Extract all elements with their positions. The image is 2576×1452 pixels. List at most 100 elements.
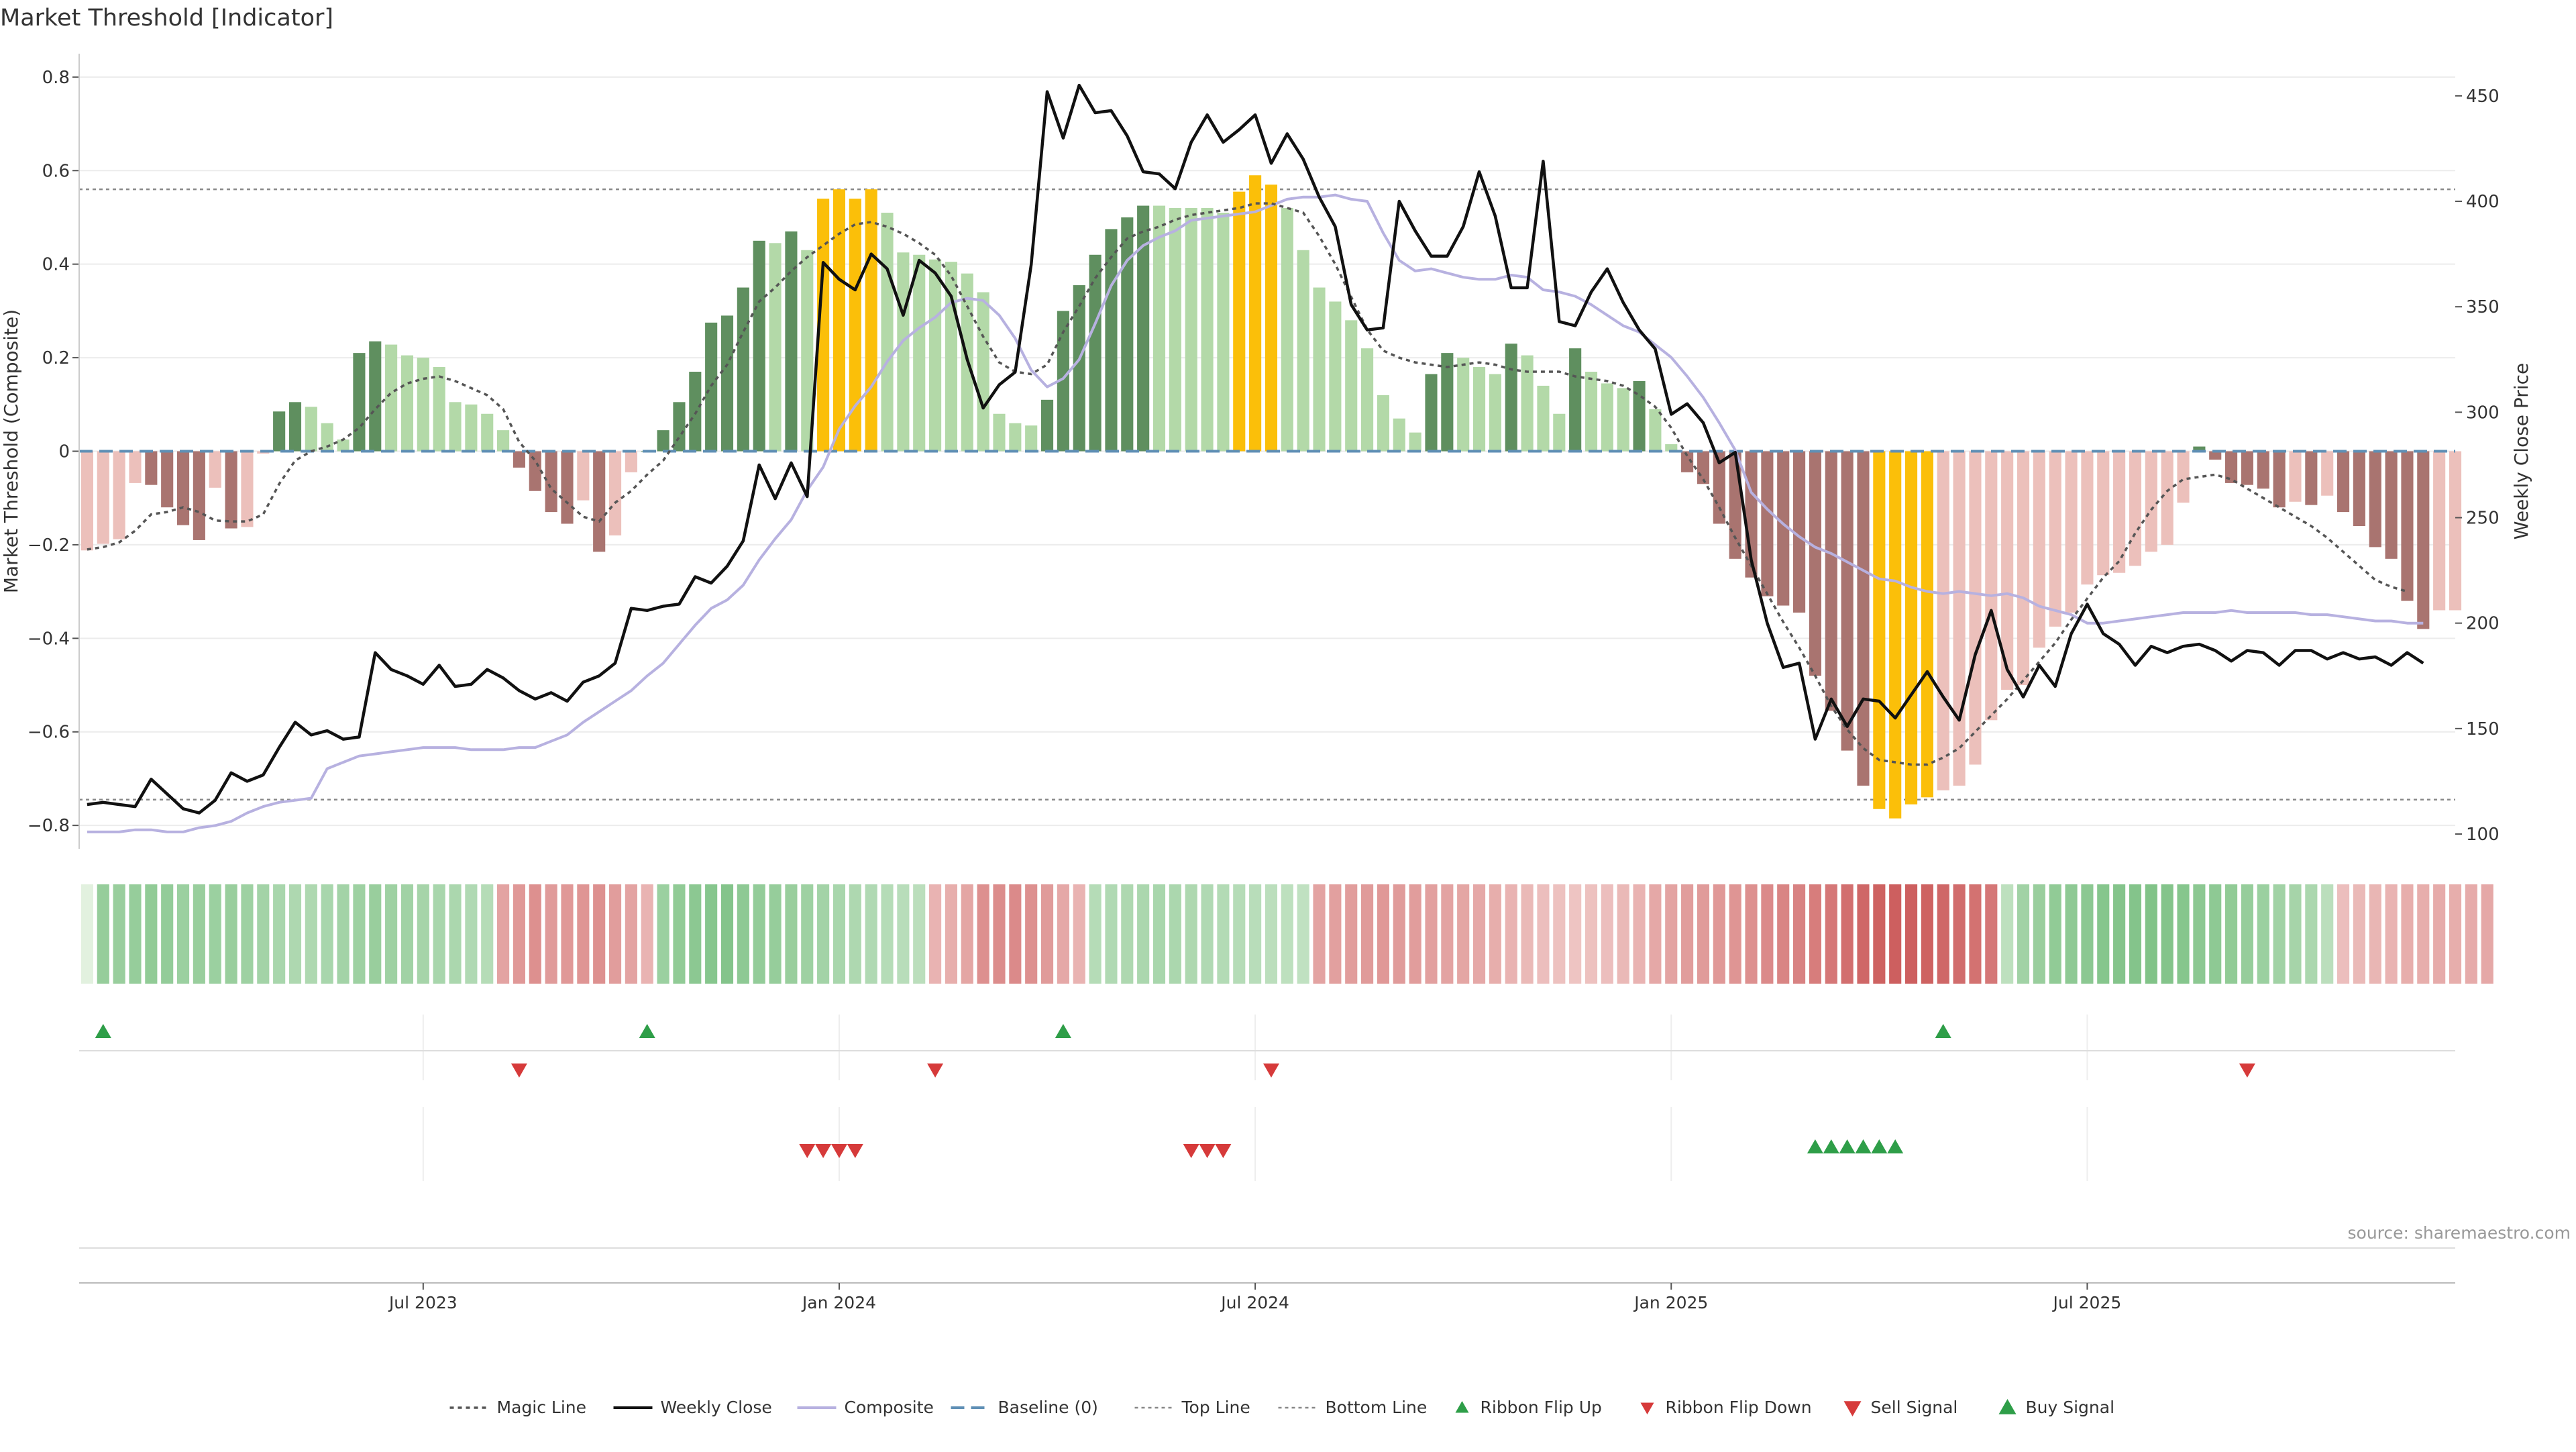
composite-line [87,193,2424,833]
composite-bar [385,344,398,452]
ribbon-cell [1617,884,1629,984]
ribbon-cell [673,884,686,984]
composite-bars [80,175,2462,819]
composite-bar [673,402,686,452]
legend-item-bottom: Bottom Line [1278,1398,1427,1417]
ribbon-cell [2321,884,2334,984]
composite-bar [1297,250,1309,452]
ribbon-cell [1057,884,1069,984]
ribbon-cell [561,884,574,984]
composite-bar [1265,185,1278,452]
composite-bar [769,243,782,452]
y-right-tick-label: 150 [2466,719,2500,739]
ribbon-cell [2289,884,2302,984]
composite-bar [545,451,557,513]
legend-label: Top Line [1181,1398,1250,1417]
composite-bar [1137,205,1150,452]
composite-bar [97,451,109,544]
ribbon-cell [2161,884,2174,984]
legend-item-magic: Magic Line [449,1398,586,1417]
x-tick-label: Jul 2024 [1220,1293,1289,1312]
sell-signal-marker [1199,1144,1216,1158]
x-tick-label: Jan 2025 [1633,1293,1708,1312]
composite-bar [593,451,606,552]
ribbon-cell [1825,884,1837,984]
ribbon-cell [241,884,254,984]
ribbon-cell [1601,884,1613,984]
composite-bar [2417,451,2430,629]
composite-bar [2129,451,2142,566]
ribbon-cell [1121,884,1134,984]
ribbon-cell [1953,884,1966,984]
legend-label: Buy Signal [2026,1398,2115,1417]
ribbon-cell [161,884,174,984]
buy-signal-marker [1887,1139,1904,1153]
ribbon-cell [1393,884,1405,984]
composite-bar [1152,205,1166,452]
composite-bar [1313,287,1326,452]
ribbon-cell [1937,884,1949,984]
composite-bar [1665,444,1678,452]
ribbon-cell [929,884,942,984]
composite-bar [1953,451,1966,786]
y-right-axis-label: Weekly Close Price [2510,363,2532,539]
legend-item-composite: Composite [797,1398,934,1417]
x-tick-label: Jul 2025 [2052,1293,2122,1312]
ribbon-cell [1633,884,1646,984]
y-right-tick-label: 200 [2466,614,2500,634]
ribbon-flip-up-marker [1055,1024,1071,1038]
composite-bar [241,451,254,527]
ribbon-cell [1985,884,1998,984]
ribbon-cell [1809,884,1821,984]
composite-bar [1537,385,1550,452]
composite-bar [993,413,1006,452]
composite-bar [608,451,622,535]
ribbon-cell [1761,884,1774,984]
composite-bar [1409,432,1421,452]
ribbon-cell [689,884,702,984]
legend-label: Baseline (0) [998,1398,1098,1417]
y-left-tick-label: −0.8 [28,816,70,836]
ribbon-cell [705,884,718,984]
composite-bar [2081,451,2094,585]
sell-signal-marker [847,1144,863,1158]
ribbon-cell [2129,884,2142,984]
composite-bar [1649,409,1662,452]
ribbon-cell [2417,884,2430,984]
ribbon-cell [1793,884,1806,984]
ribbon-cell [1345,884,1358,984]
ribbon-cell [2369,884,2381,984]
y-left-tick-label: −0.4 [28,629,70,649]
y-left-tick-label: 0 [58,442,70,462]
ribbon-cell [657,884,669,984]
y-left-axis-label: Market Threshold (Composite) [0,309,22,593]
ribbon-cell [833,884,846,984]
legend-item-sell: Sell Signal [1843,1398,1957,1417]
ribbon-cell [2257,884,2269,984]
composite-bar [2449,451,2462,611]
ribbon-cell [961,884,973,984]
ribbon-cell [2481,884,2493,984]
composite-bar [657,430,669,452]
ribbon-cell [1009,884,1022,984]
ribbon-cell [1265,884,1278,984]
ribbon-cell [305,884,317,984]
ribbon-cell [385,884,398,984]
composite-bar [1377,395,1389,452]
composite-bar [1441,353,1454,452]
ribbon-cell [720,884,734,984]
ribbon-cell [2225,884,2238,984]
ribbon-cell [497,884,510,984]
sell-signal-marker [815,1144,832,1158]
ribbon-cell [945,884,957,984]
composite-bar [1393,418,1405,452]
ribbon-cell [193,884,205,984]
ribbon-cell [1569,884,1582,984]
composite-bar [2353,451,2365,527]
composite-bar [1025,425,1038,452]
x-axis: Jul 2023 Jan 2024 Jul 2024 Jan 2025 Jul 2025 [79,1282,2455,1312]
ribbon-cell [641,884,653,984]
ribbon-cell [1889,884,1902,984]
ribbon-cell [737,884,749,984]
composite-bar [849,199,861,452]
